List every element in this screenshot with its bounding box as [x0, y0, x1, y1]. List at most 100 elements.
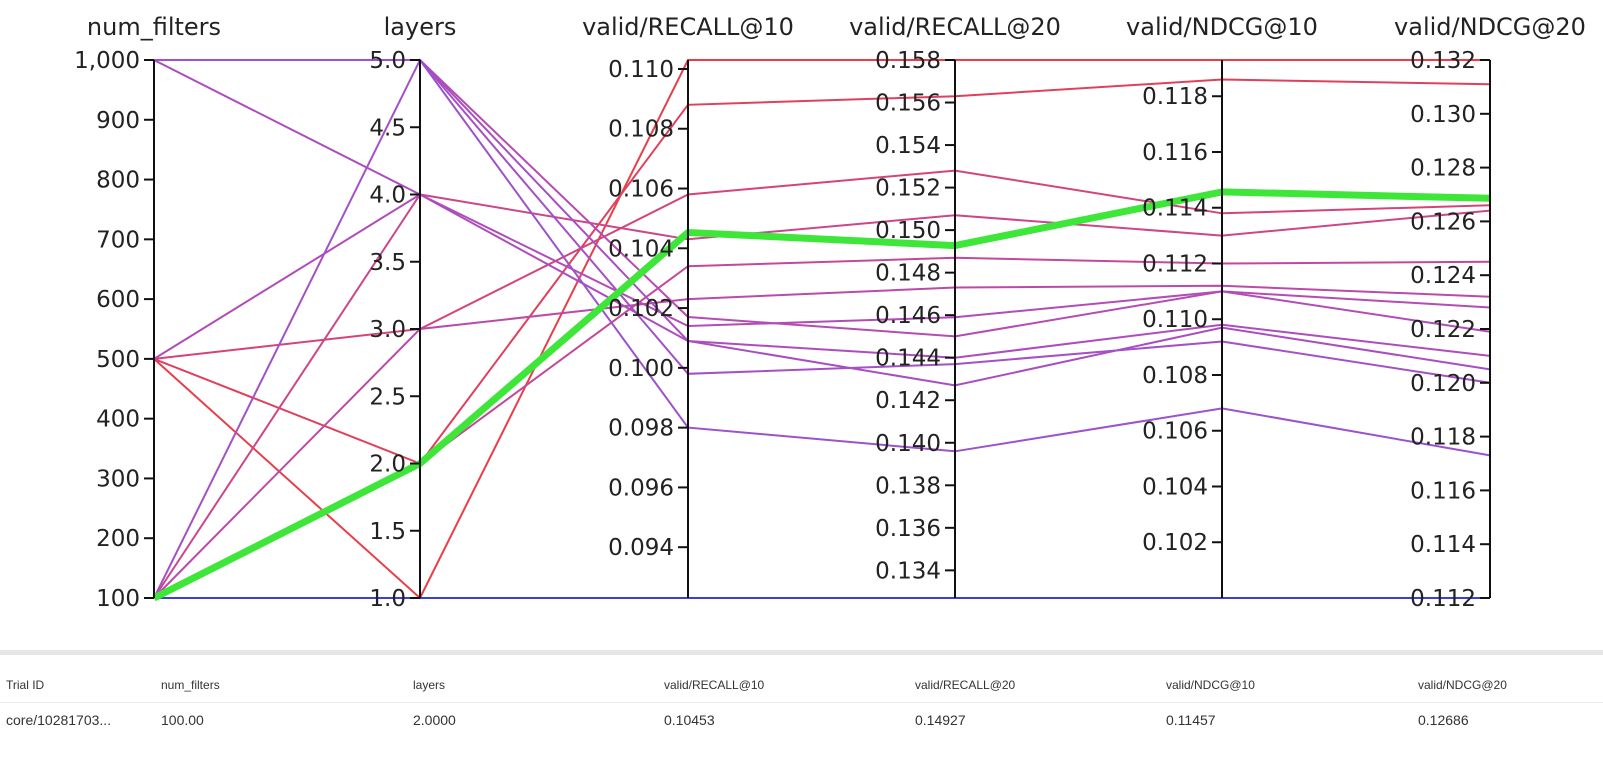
series-line-8[interactable] [153, 193, 1491, 360]
tick-label: 0.116 [1142, 140, 1208, 166]
table-header-row: Trial ID num_filters layers valid/RECALL… [0, 668, 1603, 703]
tick-label: 0.102 [1142, 530, 1208, 556]
axis-2[interactable]: layers 1.0 1.5 2.0 2.5 3.0 3.5 4.0 4.5 5.0 [369, 13, 456, 612]
series-line-5[interactable] [153, 256, 1491, 599]
header-valid-ndcg-10[interactable]: valid/NDCG@10 [1166, 678, 1255, 692]
axis-5[interactable]: valid/NDCG@10 0.102 0.104 0.106 0.108 0.110 0.… [1126, 13, 1318, 598]
tick-label: 0.112 [1410, 586, 1476, 612]
cell-valid-recall-20: 0.14927 [915, 712, 966, 728]
tick-label: 1.0 [369, 586, 406, 612]
tick-label: 0.158 [875, 48, 941, 74]
tick-label: 0.130 [1410, 102, 1476, 128]
tick-label: 0.110 [608, 57, 674, 83]
tick-label: 900 [96, 108, 140, 134]
tick-label: 1.5 [369, 519, 406, 545]
axis-4[interactable]: valid/RECALL@20 0.134 0.136 0.138 0.140 0.142… [849, 13, 1061, 598]
series-line-1[interactable] [153, 59, 1490, 600]
axis-3[interactable]: valid/RECALL@10 0.094 0.096 0.098 0.100 0.102… [582, 13, 794, 598]
tick-label: 0.118 [1142, 84, 1208, 110]
tick-label: 0.140 [875, 431, 941, 457]
cell-valid-recall-10: 0.10453 [664, 712, 715, 728]
axis-6[interactable]: valid/NDCG@20 0.112 0.114 0.116 0.118 0.120 0.… [1394, 13, 1586, 612]
tick-label: 0.096 [608, 475, 674, 501]
tick-label: 0.126 [1410, 209, 1476, 235]
axis-title: layers [384, 13, 457, 41]
tick-label: 0.120 [1410, 371, 1476, 397]
tick-label: 0.148 [875, 261, 941, 287]
header-trial-id[interactable]: Trial ID [6, 678, 45, 692]
table-row[interactable]: core/10281703... 100.00 2.0000 0.10453 0… [0, 703, 1603, 737]
header-layers[interactable]: layers [413, 678, 446, 692]
series-line-11[interactable] [153, 58, 1491, 599]
tick-label: 0.132 [1410, 48, 1476, 74]
axis-title: valid/RECALL@20 [849, 13, 1061, 41]
series-line-9[interactable] [153, 59, 1491, 359]
cell-num-filters: 100.00 [161, 712, 204, 728]
tick-label: 0.104 [608, 236, 674, 262]
cell-layers: 2.0000 [413, 712, 456, 728]
cell-trial-id[interactable]: core/10281703... [6, 712, 112, 728]
series-line-12[interactable] [154, 59, 1491, 457]
axis-1[interactable]: num_filters 100 200 300 400 500 600 700 800 900 1,… [74, 13, 221, 612]
tick-label: 200 [96, 526, 140, 552]
tick-label: 0.118 [1410, 425, 1476, 451]
tick-label: 0.106 [608, 177, 674, 203]
series-line-2[interactable] [153, 78, 1491, 465]
tick-label: 4.0 [369, 183, 406, 209]
tick-label: 0.124 [1410, 263, 1476, 289]
tick-label: 0.114 [1410, 532, 1476, 558]
tick-label: 0.142 [875, 388, 941, 414]
tick-label: 0.104 [1142, 474, 1208, 500]
tick-label: 2.5 [369, 384, 406, 410]
axis-title: valid/RECALL@10 [582, 13, 794, 41]
tick-label: 3.0 [369, 317, 406, 343]
series-line-3[interactable] [153, 169, 1491, 360]
cell-valid-ndcg-20: 0.12686 [1418, 712, 1469, 728]
tick-label: 5.0 [369, 48, 406, 74]
header-valid-recall-20[interactable]: valid/RECALL@20 [915, 678, 1016, 692]
tick-label: 0.108 [1142, 363, 1208, 389]
axis-title: valid/NDCG@20 [1394, 13, 1586, 41]
tick-label: 800 [96, 168, 140, 194]
panel-divider [0, 650, 1603, 655]
tick-label: 600 [96, 287, 140, 313]
tick-label: 0.152 [875, 176, 941, 202]
tick-label: 400 [96, 407, 140, 433]
tick-label: 300 [96, 466, 140, 492]
tick-label: 700 [96, 227, 140, 253]
tick-label: 0.122 [1410, 317, 1476, 343]
trials-table: Trial ID num_filters layers valid/RECALL… [0, 668, 1603, 737]
series-line-4[interactable] [153, 193, 1491, 599]
parallel-coordinates-chart: num_filters 100 200 300 400 500 600 700 800 900 1,… [74, 13, 1586, 612]
tick-label: 0.144 [875, 346, 941, 372]
tick-label: 0.156 [875, 91, 941, 117]
tick-label: 0.134 [875, 558, 941, 584]
tick-label: 0.094 [608, 535, 674, 561]
tick-label: 0.128 [1410, 156, 1476, 182]
axis-title: num_filters [87, 13, 221, 41]
tick-label: 0.106 [1142, 419, 1208, 445]
tick-label: 0.110 [1142, 307, 1208, 333]
series-line-6[interactable] [153, 284, 1491, 599]
axis-title: valid/NDCG@10 [1126, 13, 1318, 41]
tick-label: 0.136 [875, 516, 941, 542]
highlighted-trial-line[interactable] [152, 188, 1491, 602]
tick-label: 0.100 [608, 356, 674, 382]
header-num-filters[interactable]: num_filters [161, 678, 220, 692]
tick-label: 0.112 [1142, 251, 1208, 277]
tick-label: 0.098 [608, 416, 674, 442]
header-valid-recall-10[interactable]: valid/RECALL@10 [664, 678, 765, 692]
tick-label: 1,000 [74, 48, 140, 74]
tick-label: 0.108 [608, 117, 674, 143]
tick-label: 0.154 [875, 133, 941, 159]
cell-valid-ndcg-10: 0.11457 [1166, 712, 1216, 728]
tick-label: 100 [96, 586, 140, 612]
tick-label: 0.102 [608, 296, 674, 322]
tick-label: 2.0 [369, 452, 406, 478]
tick-label: 3.5 [369, 250, 406, 276]
tick-label: 0.146 [875, 303, 941, 329]
tick-label: 500 [96, 347, 140, 373]
header-valid-ndcg-20[interactable]: valid/NDCG@20 [1418, 678, 1507, 692]
tick-label: 4.5 [369, 115, 406, 141]
tick-label: 0.150 [875, 218, 941, 244]
